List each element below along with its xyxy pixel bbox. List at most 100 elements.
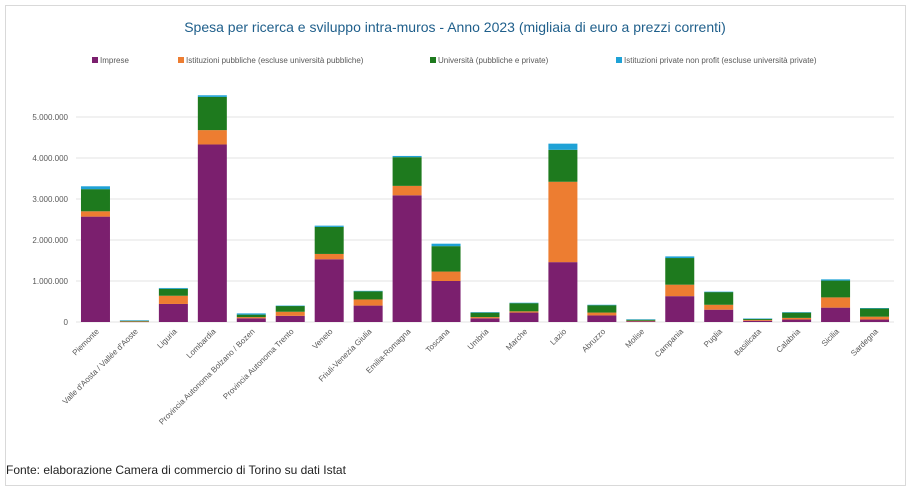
y-tick-label-1: 1.000.000 [32,277,68,286]
legend-swatch-1 [178,57,184,63]
x-tick-label-13: Abruzzo [580,327,608,355]
bar-10-series-0 [470,318,500,322]
bar-15-series-0 [665,296,695,322]
x-tick-label-2: Liguria [155,327,179,351]
y-tick-label-3: 3.000.000 [32,195,68,204]
bar-5-series-0 [275,315,305,322]
x-tick-label-12: Lazio [548,327,568,347]
bar-7-series-2 [353,291,383,300]
chart-title: Spesa per ricerca e sviluppo intra-muros… [184,19,726,35]
chart-area: Spesa per ricerca e sviluppo intra-muros… [6,6,905,442]
bar-12-series-3 [548,143,578,150]
bar-1-series-2 [119,320,149,322]
bar-19-series-0 [821,307,851,322]
x-tick-label-17: Basilicata [732,327,763,358]
bar-9-series-2 [431,246,461,272]
x-tick-label-0: Piemonte [71,327,102,358]
bar-16-series-2 [704,292,734,305]
bar-17-series-1 [743,319,773,321]
x-tick-label-6: Veneto [311,327,335,351]
bar-19-series-3 [821,279,851,281]
bar-5-series-1 [275,311,305,316]
bar-12-series-0 [548,262,578,322]
legend-label-0: Imprese [100,56,129,65]
bar-13-series-3 [587,304,617,306]
legend-label-1: Istituzioni pubbliche (escluse universit… [186,56,364,65]
bar-18-series-2 [782,312,812,318]
y-tick-label-2: 2.000.000 [32,236,68,245]
bar-10-series-2 [470,312,500,318]
legend-swatch-3 [616,57,622,63]
bar-15-series-3 [665,256,695,259]
x-tick-label-19: Sicilia [820,327,842,349]
bar-8-series-3 [392,155,422,158]
x-tick-label-9: Toscana [424,327,452,355]
bar-6-series-3 [314,225,344,227]
bar-18-series-3 [782,312,812,313]
bar-10-series-1 [470,317,500,319]
bar-20-series-3 [860,308,890,309]
bar-1-series-1 [119,321,149,322]
bar-8-series-2 [392,157,422,186]
bar-14-series-0 [626,321,656,322]
bar-2-series-3 [158,287,188,289]
bar-15-series-1 [665,284,695,297]
x-tick-label-18: Calabria [775,327,803,355]
bar-19-series-2 [821,280,851,298]
bar-19-series-1 [821,297,851,308]
bar-6-series-0 [314,259,344,322]
bar-13-series-0 [587,315,617,322]
bar-4-series-2 [236,314,266,318]
x-tick-label-3: Lombardia [185,327,218,360]
x-tick-label-11: Marche [504,327,530,353]
bar-3-series-2 [197,96,227,131]
bar-0-series-2 [80,189,110,212]
legend-swatch-2 [430,57,436,63]
x-tick-label-20: Sardegna [849,327,880,358]
legend-label-2: Università (pubbliche e private) [438,56,549,65]
bar-9-series-3 [431,243,461,247]
bar-8-series-0 [392,195,422,322]
x-tick-label-16: Puglia [702,327,724,349]
bar-8-series-1 [392,185,422,196]
bar-2-series-0 [158,303,188,322]
bar-0-series-3 [80,186,110,190]
bar-3-series-0 [197,144,227,322]
bar-14-series-1 [626,320,656,322]
y-tick-label-4: 4.000.000 [32,154,68,163]
bar-12-series-1 [548,181,578,263]
bar-18-series-0 [782,319,812,322]
bar-18-series-1 [782,317,812,320]
bar-11-series-2 [509,303,539,312]
x-tick-label-14: Molise [624,327,647,350]
bar-16-series-0 [704,309,734,322]
bar-4-series-0 [236,318,266,322]
bar-17-series-0 [743,320,773,322]
x-tick-label-5: Provincia Autonoma Trento [221,327,296,402]
bar-14-series-2 [626,319,656,321]
bar-20-series-2 [860,308,890,317]
bar-0-series-1 [80,211,110,217]
bar-13-series-1 [587,312,617,316]
bar-12-series-2 [548,149,578,182]
bar-3-series-1 [197,130,227,145]
bar-15-series-2 [665,258,695,285]
bar-10-series-3 [470,312,500,313]
bar-5-series-2 [275,306,305,312]
bar-20-series-1 [860,316,890,320]
bar-16-series-1 [704,304,734,310]
chart-svg: Spesa per ricerca e sviluppo intra-muros… [32,19,894,426]
bar-5-series-3 [275,305,305,307]
bar-4-series-3 [236,313,266,315]
source-note: Fonte: elaborazione Camera di commercio … [6,463,346,477]
legend-swatch-0 [92,57,98,63]
bar-11-series-0 [509,312,539,322]
x-tick-label-10: Umbria [466,327,491,352]
bar-9-series-0 [431,281,461,322]
bar-1-series-3 [119,320,149,321]
bar-6-series-1 [314,253,344,260]
bar-13-series-2 [587,305,617,313]
bar-14-series-3 [626,319,656,320]
legend-label-3: Istituzioni private non profit (escluse … [624,56,817,65]
bar-7-series-1 [353,299,383,306]
